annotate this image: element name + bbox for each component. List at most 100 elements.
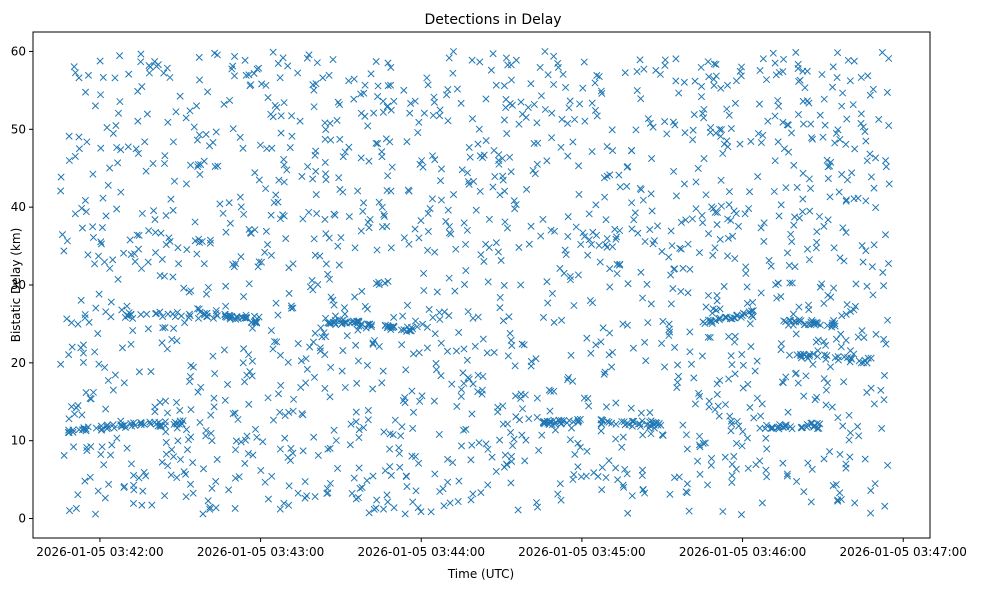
detection-marker (795, 303, 803, 311)
detection-marker (263, 145, 271, 153)
detection-marker (465, 143, 473, 151)
detection-marker (189, 459, 197, 467)
detection-marker (187, 287, 195, 295)
detection-marker (460, 219, 468, 227)
detection-marker (428, 152, 437, 160)
detection-marker (803, 423, 811, 431)
detection-marker (627, 147, 636, 155)
detection-marker (420, 286, 428, 295)
detection-marker (476, 58, 484, 66)
detection-marker (183, 246, 191, 254)
detection-marker (270, 337, 279, 346)
detection-marker (598, 486, 606, 494)
detection-marker (861, 356, 869, 364)
detection-marker (828, 323, 836, 331)
detection-marker (818, 280, 826, 288)
detection-marker (690, 374, 698, 382)
detection-marker (477, 251, 485, 259)
detection-marker (386, 138, 394, 146)
detection-marker (96, 57, 104, 65)
detection-marker (503, 224, 512, 232)
detection-marker (369, 340, 377, 348)
detection-marker (372, 58, 380, 66)
detection-marker (204, 497, 212, 505)
detection-marker (430, 397, 438, 405)
detection-marker (359, 207, 367, 215)
detection-marker (341, 310, 349, 318)
detection-marker (262, 81, 270, 89)
detection-marker (713, 221, 721, 229)
detection-marker (399, 312, 407, 320)
detection-marker (613, 260, 621, 268)
detection-marker (511, 205, 519, 213)
detection-marker (623, 163, 631, 171)
detection-marker (550, 227, 559, 235)
detection-marker (746, 320, 754, 328)
detection-marker (130, 471, 138, 479)
detection-marker (322, 230, 330, 238)
detection-marker (752, 461, 760, 469)
detection-marker (785, 351, 794, 359)
detection-marker (326, 479, 334, 487)
detection-marker (409, 325, 417, 333)
detection-marker (97, 91, 105, 99)
detection-marker (706, 333, 714, 342)
detection-marker (78, 224, 86, 232)
detection-marker (151, 216, 159, 224)
detection-marker (885, 121, 893, 130)
detection-marker (457, 392, 465, 400)
detection-marker (545, 386, 553, 394)
detection-marker (134, 87, 142, 95)
detection-marker (146, 63, 154, 71)
detection-marker (688, 215, 697, 223)
detection-marker (561, 246, 569, 254)
detection-marker (309, 175, 317, 183)
detection-marker (672, 192, 681, 200)
detection-marker (383, 491, 391, 499)
detection-marker (862, 137, 870, 145)
detection-marker (878, 48, 886, 56)
detection-marker (235, 473, 243, 481)
detection-marker (179, 417, 187, 425)
y-tick-label: 10 (11, 434, 26, 448)
detection-marker (507, 336, 515, 344)
detection-marker (506, 329, 514, 337)
detection-marker (667, 300, 675, 308)
detection-marker (276, 445, 284, 453)
detection-marker (574, 271, 582, 279)
detection-marker (819, 133, 827, 141)
detection-marker (158, 255, 166, 263)
detection-marker (170, 453, 178, 461)
detection-marker (630, 417, 638, 425)
detection-marker (231, 474, 240, 482)
detection-marker (312, 147, 320, 155)
detection-marker (446, 499, 454, 507)
detection-marker (717, 84, 725, 92)
detection-marker (809, 360, 817, 368)
detection-marker (838, 170, 846, 178)
detection-marker (414, 504, 422, 512)
detection-marker (689, 126, 697, 134)
detection-marker (720, 282, 728, 290)
detection-marker (212, 504, 220, 512)
detection-marker (312, 191, 320, 199)
detection-marker (322, 260, 330, 268)
detection-marker (103, 422, 111, 430)
detection-marker (403, 323, 411, 331)
detection-marker (123, 302, 131, 310)
detection-marker (824, 175, 832, 183)
detection-marker (357, 90, 365, 98)
detection-marker (137, 50, 145, 58)
detection-marker (881, 231, 890, 239)
detection-marker (692, 178, 700, 186)
detection-marker (129, 326, 137, 335)
detection-marker (846, 453, 854, 461)
detection-marker (274, 59, 282, 68)
detection-marker (855, 357, 863, 365)
detection-marker (572, 223, 580, 231)
detection-marker (864, 72, 872, 80)
detection-marker (460, 379, 468, 387)
detection-marker (378, 379, 386, 387)
detection-marker (271, 101, 279, 109)
detection-marker (676, 244, 684, 252)
